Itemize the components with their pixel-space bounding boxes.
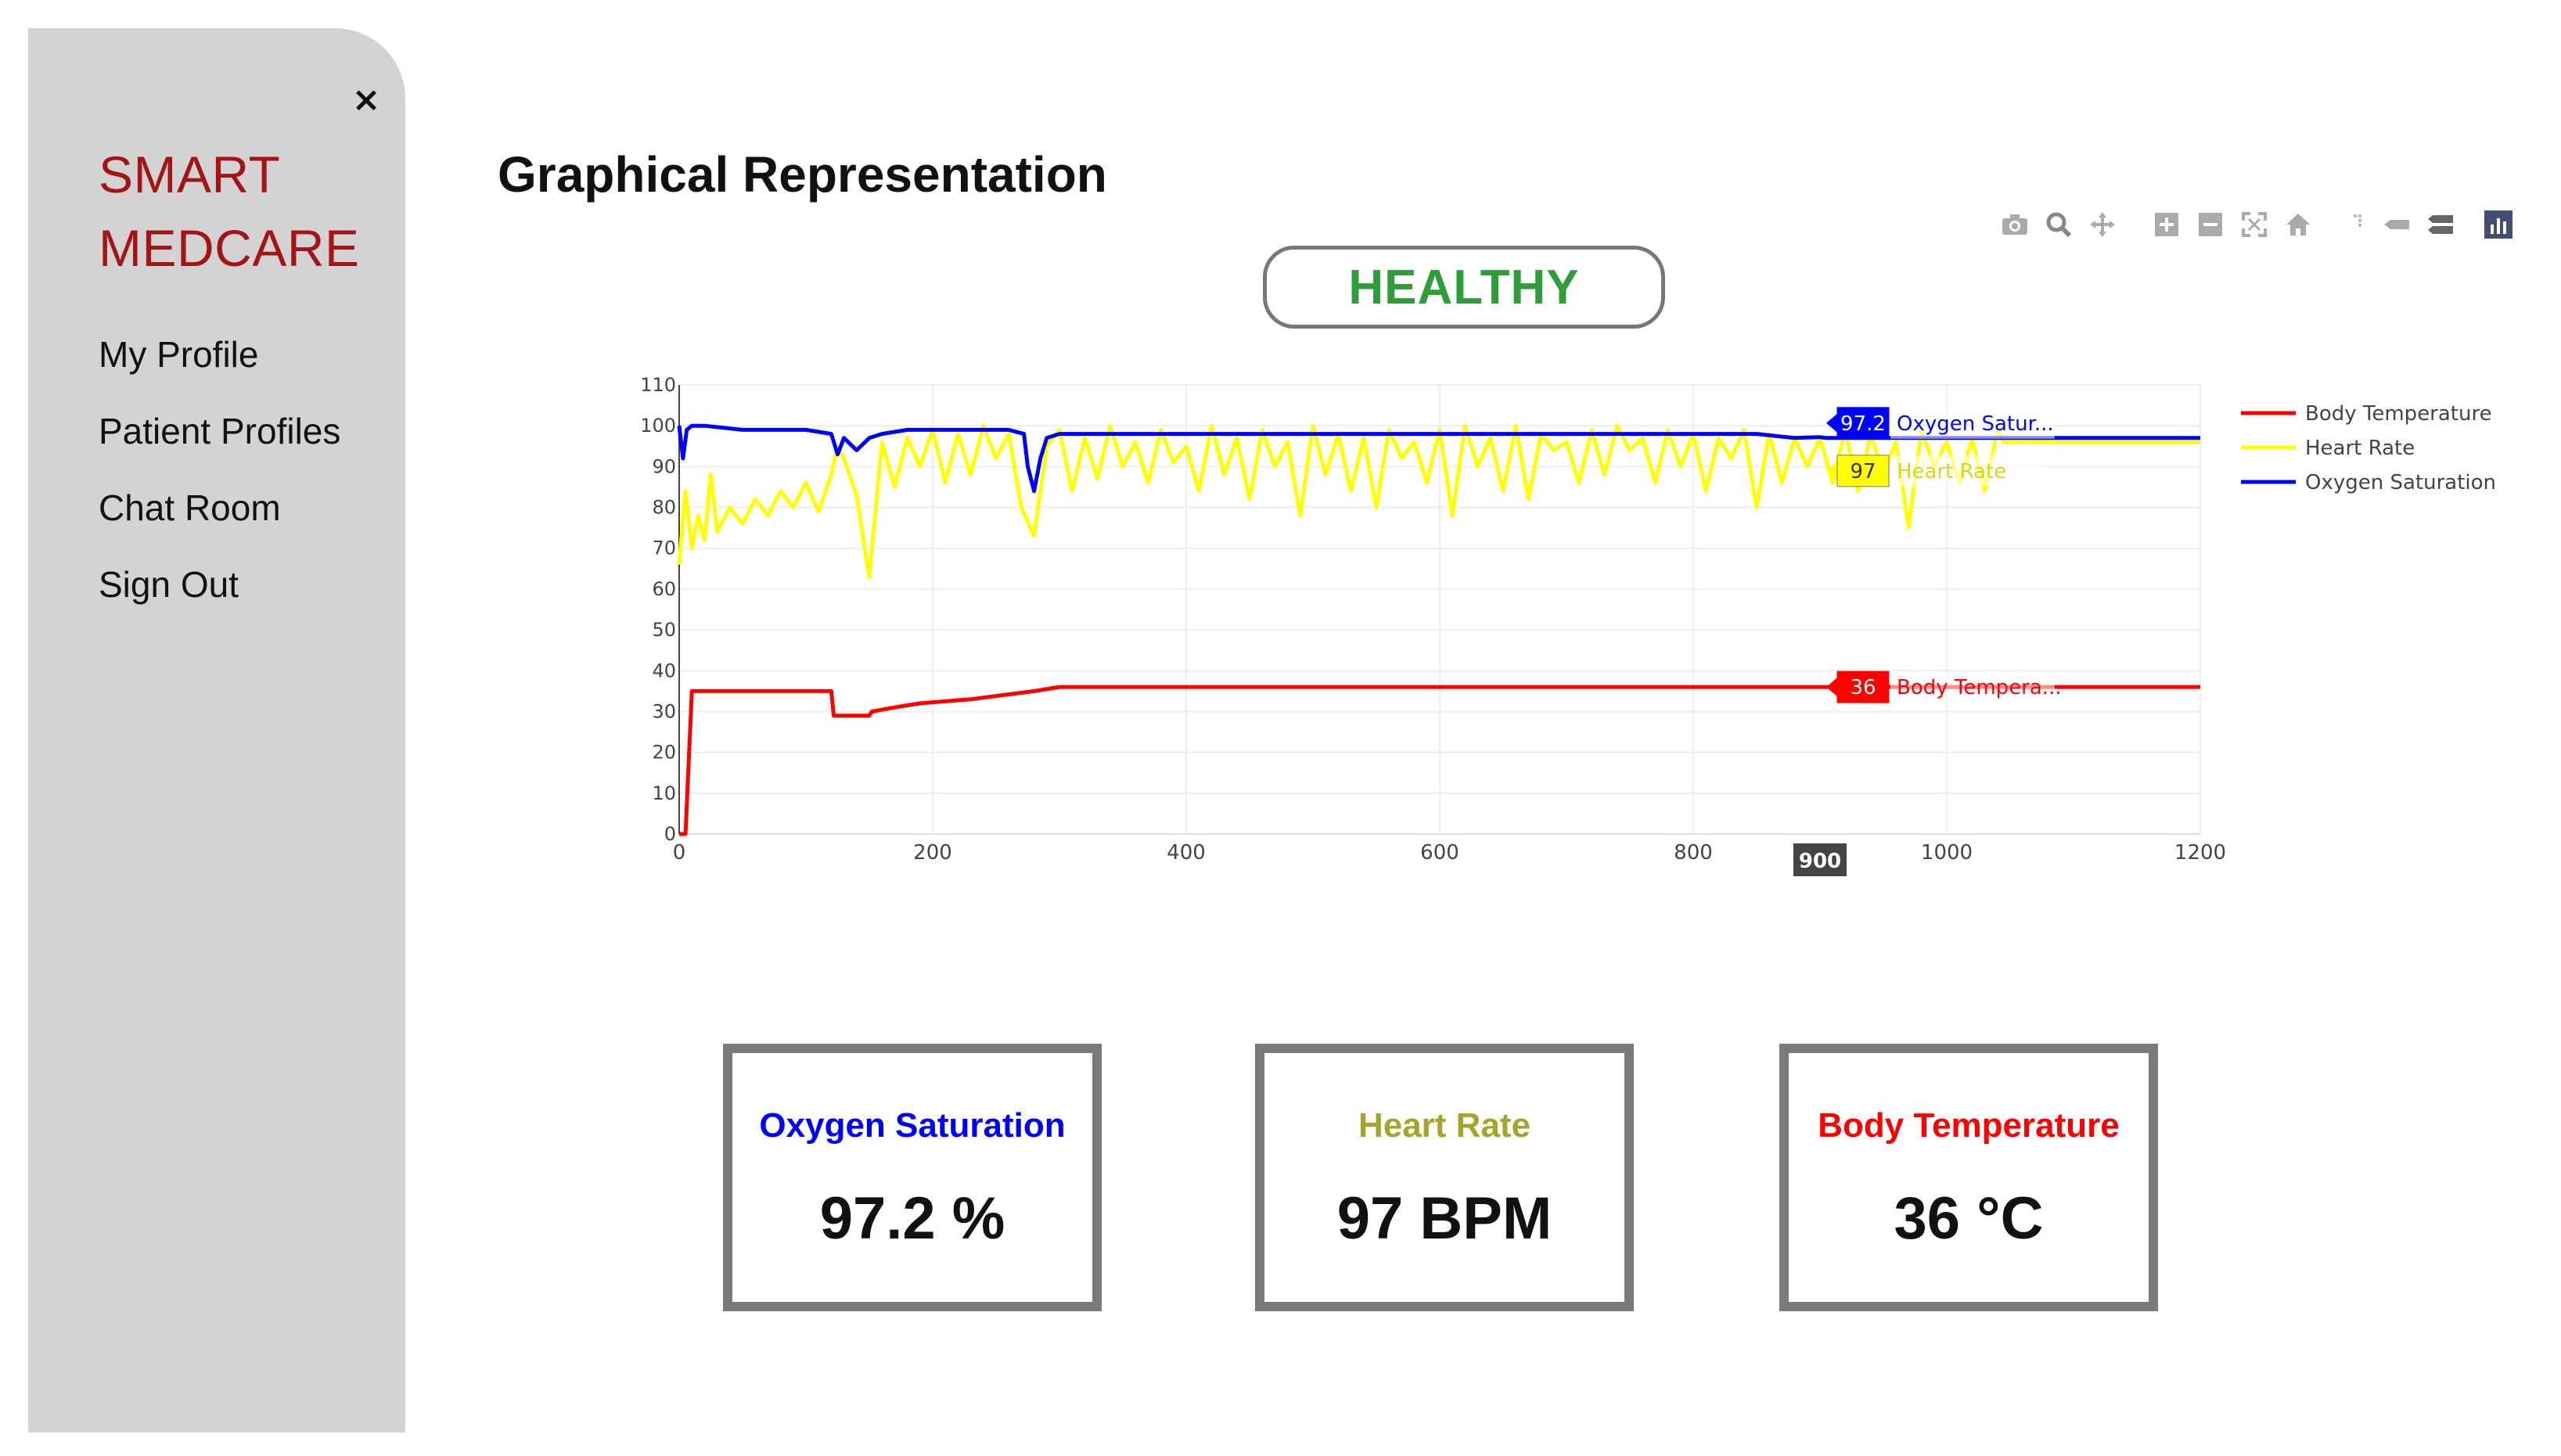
x-tick-label: 400	[1167, 841, 1206, 865]
y-tick-label: 100	[640, 415, 676, 437]
nav-item-sign-out[interactable]: Sign Out	[99, 564, 239, 605]
body-temperature-card-value: 36 °C	[1894, 1185, 2044, 1252]
hover-closest-icon[interactable]	[2377, 205, 2416, 244]
heart-rate-hover-name: Heart Rate	[1897, 460, 2006, 484]
x-tick-label: 0	[673, 841, 686, 865]
zoom-icon[interactable]	[2039, 205, 2078, 244]
oxygen-saturation-hover-name: Oxygen Satur...	[1897, 412, 2054, 436]
brand-line-1: SMART	[99, 146, 281, 203]
body-temperature-hover-value: 36	[1850, 676, 1876, 699]
x-tick-label: 1200	[2174, 841, 2226, 865]
heart-rate-card: Heart Rate 97 BPM	[1255, 1044, 1634, 1311]
y-tick-label: 110	[640, 374, 676, 396]
brand-logo: SMART MEDCARE	[99, 138, 396, 285]
x-tick-label: 200	[913, 841, 952, 865]
heart-rate-hover-value: 97	[1850, 460, 1876, 484]
chart-modebar	[1995, 205, 2523, 244]
heart-rate-hover-pointer	[1826, 461, 1837, 480]
x-tick-label: 800	[1674, 841, 1713, 865]
body-temperature-hover-pointer	[1826, 678, 1837, 697]
page-title: Graphical Representation	[498, 146, 1107, 203]
camera-icon[interactable]	[1995, 205, 2034, 244]
body-temperature-hover-name: Body Tempera...	[1897, 676, 2062, 699]
body-temperature-hover-name-box	[1890, 671, 2055, 703]
y-tick-label: 20	[652, 742, 676, 764]
oxygen-saturation-card: Oxygen Saturation 97.2 %	[723, 1044, 1102, 1311]
close-icon: ×	[351, 80, 381, 120]
body-temperature-hover-value-box	[1836, 670, 1890, 703]
health-status-badge: HEALTHY	[1263, 246, 1665, 329]
legend-item-body-temperature[interactable]: Body Temperature	[2305, 402, 2492, 426]
vitals-line-chart[interactable]: 0 10 20 30 40 50 60 70 80 90 100 110 0 200 400 600 800 10…	[595, 360, 2551, 970]
legend-item-heart-rate[interactable]: Heart Rate	[2305, 437, 2415, 460]
heart-rate-series-line[interactable]	[677, 423, 2200, 579]
heart-rate-card-value: 97 BPM	[1336, 1185, 1552, 1252]
close-sidebar-button[interactable]: ×	[343, 77, 390, 124]
oxygen-saturation-card-value: 97.2 %	[819, 1185, 1005, 1252]
plotly-logo-icon[interactable]	[2479, 205, 2518, 244]
y-tick-label: 90	[652, 455, 676, 477]
heart-rate-hover-value-box	[1836, 455, 1890, 487]
oxygen-saturation-hover-pointer	[1826, 413, 1837, 433]
nav-item-my-profile[interactable]: My Profile	[99, 334, 259, 375]
nav-item-patient-profiles[interactable]: Patient Profiles	[99, 411, 341, 451]
y-tick-label: 0	[664, 823, 676, 845]
pan-icon[interactable]	[2083, 205, 2122, 244]
heart-rate-hover-name-box	[1890, 455, 2047, 487]
body-temperature-card-title: Body Temperature	[1818, 1106, 2120, 1145]
body-temperature-series-line[interactable]	[679, 685, 2200, 836]
spike-lines-icon[interactable]	[2333, 205, 2372, 244]
x-hover-tag-label: 900	[1799, 850, 1841, 873]
legend-item-oxygen-saturation[interactable]: Oxygen Saturation	[2305, 471, 2496, 494]
oxygen-saturation-hover-value-box	[1836, 407, 1890, 440]
y-tick-label: 60	[652, 578, 676, 600]
oxygen-saturation-card-title: Oxygen Saturation	[759, 1106, 1066, 1145]
hover-compare-icon[interactable]	[2421, 205, 2460, 244]
y-tick-label: 70	[652, 537, 676, 559]
zoom-in-icon[interactable]	[2147, 205, 2186, 244]
oxygen-saturation-hover-name-box	[1890, 407, 2055, 439]
reset-axes-icon[interactable]	[2279, 205, 2318, 244]
y-tick-label: 80	[652, 497, 676, 519]
autoscale-icon[interactable]	[2235, 205, 2274, 244]
y-tick-label: 30	[652, 700, 676, 722]
zoom-out-icon[interactable]	[2191, 205, 2230, 244]
x-tick-label: 600	[1420, 841, 1459, 865]
x-hover-tag-box	[1793, 843, 1847, 876]
heart-rate-card-title: Heart Rate	[1358, 1106, 1531, 1145]
oxygen-saturation-hover-value: 97.2	[1840, 412, 1886, 436]
x-tick-label: 1000	[1921, 841, 1973, 865]
body-temperature-card: Body Temperature 36 °C	[1779, 1044, 2158, 1311]
oxygen-saturation-series-line[interactable]	[677, 423, 2200, 494]
nav-item-chat-room[interactable]: Chat Room	[99, 487, 281, 528]
y-tick-label: 40	[652, 660, 676, 681]
y-tick-label: 50	[652, 619, 676, 641]
sidebar: × SMART MEDCARE My Profile Patient Profi…	[28, 28, 405, 1433]
brand-line-2: MEDCARE	[99, 219, 360, 277]
y-tick-label: 10	[652, 782, 676, 804]
